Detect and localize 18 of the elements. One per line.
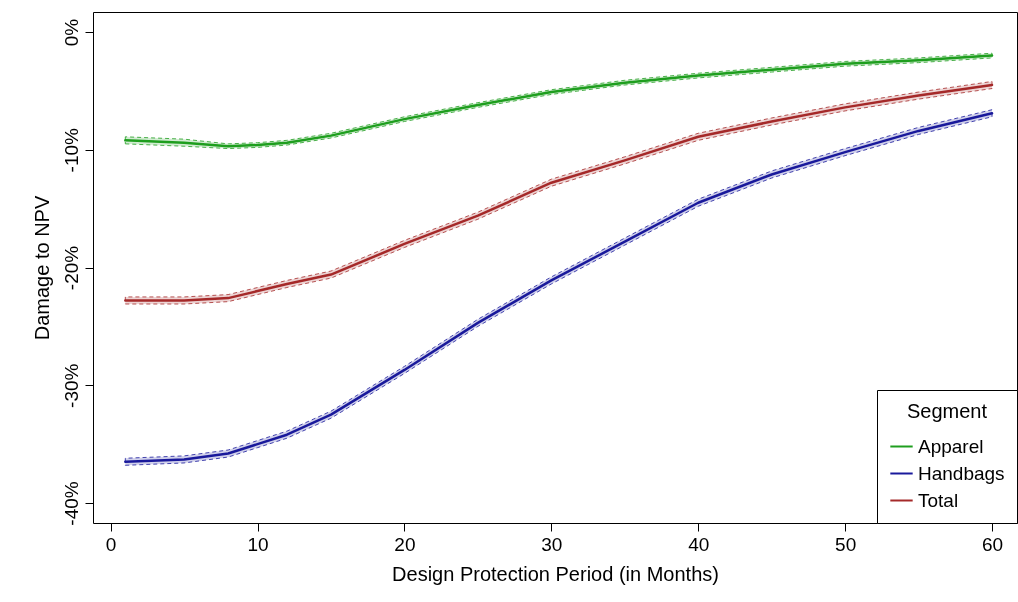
y-tick-label: -40%: [60, 481, 82, 526]
y-tick-label: -30%: [60, 363, 82, 408]
x-axis-title: Design Protection Period (in Months): [392, 562, 719, 585]
x-tick-label: 20: [394, 533, 416, 555]
x-tick-label: 30: [541, 533, 563, 555]
legend-label: Total: [918, 489, 959, 511]
x-tick-label: 60: [981, 533, 1004, 555]
x-tick-label: 40: [688, 533, 710, 555]
legend-title: Segment: [906, 400, 988, 422]
y-tick-label: 0%: [60, 18, 82, 47]
y-axis-title: Damage to NPV: [30, 195, 53, 341]
y-tick-label: -20%: [60, 245, 82, 291]
legend-label: Handbags: [918, 462, 1005, 484]
x-tick-label: 0: [105, 533, 117, 555]
x-tick-label: 10: [247, 533, 269, 555]
y-tick-label: -10%: [60, 127, 82, 173]
x-tick-label: 50: [835, 533, 857, 555]
legend-label: Apparel: [918, 435, 984, 457]
